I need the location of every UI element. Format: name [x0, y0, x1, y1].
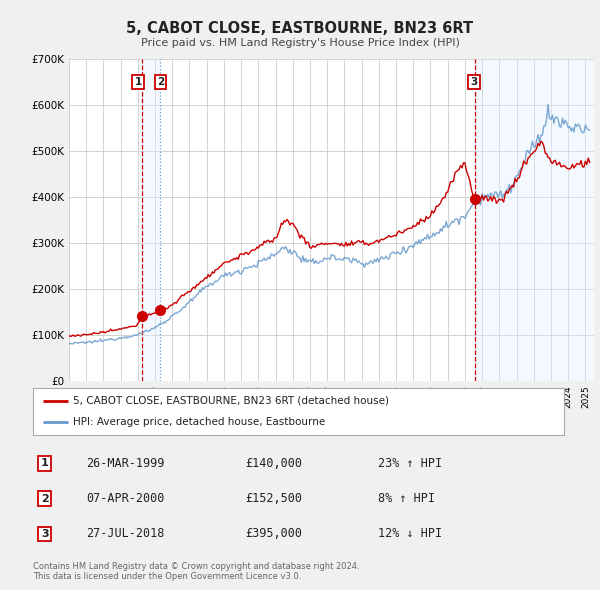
Text: This data is licensed under the Open Government Licence v3.0.: This data is licensed under the Open Gov… — [33, 572, 301, 581]
Text: £152,500: £152,500 — [245, 492, 302, 505]
Text: 5, CABOT CLOSE, EASTBOURNE, BN23 6RT (detached house): 5, CABOT CLOSE, EASTBOURNE, BN23 6RT (de… — [73, 396, 389, 406]
Text: 3: 3 — [41, 529, 49, 539]
Text: 8% ↑ HPI: 8% ↑ HPI — [378, 492, 435, 505]
Text: Contains HM Land Registry data © Crown copyright and database right 2024.: Contains HM Land Registry data © Crown c… — [33, 562, 359, 571]
Text: 27-JUL-2018: 27-JUL-2018 — [86, 527, 164, 540]
Text: £140,000: £140,000 — [245, 457, 302, 470]
Text: 12% ↓ HPI: 12% ↓ HPI — [378, 527, 442, 540]
Text: 2: 2 — [157, 77, 164, 87]
Text: 1: 1 — [41, 458, 49, 468]
Text: 23% ↑ HPI: 23% ↑ HPI — [378, 457, 442, 470]
Text: 26-MAR-1999: 26-MAR-1999 — [86, 457, 164, 470]
Text: HPI: Average price, detached house, Eastbourne: HPI: Average price, detached house, East… — [73, 417, 325, 427]
Text: 1: 1 — [134, 77, 142, 87]
Bar — [475, 59, 594, 381]
Text: 07-APR-2000: 07-APR-2000 — [86, 492, 164, 505]
Text: £395,000: £395,000 — [245, 527, 302, 540]
Bar — [142, 59, 160, 381]
Text: 2: 2 — [41, 494, 49, 503]
Text: 3: 3 — [470, 77, 478, 87]
Text: 5, CABOT CLOSE, EASTBOURNE, BN23 6RT: 5, CABOT CLOSE, EASTBOURNE, BN23 6RT — [127, 21, 473, 35]
Text: Price paid vs. HM Land Registry's House Price Index (HPI): Price paid vs. HM Land Registry's House … — [140, 38, 460, 48]
